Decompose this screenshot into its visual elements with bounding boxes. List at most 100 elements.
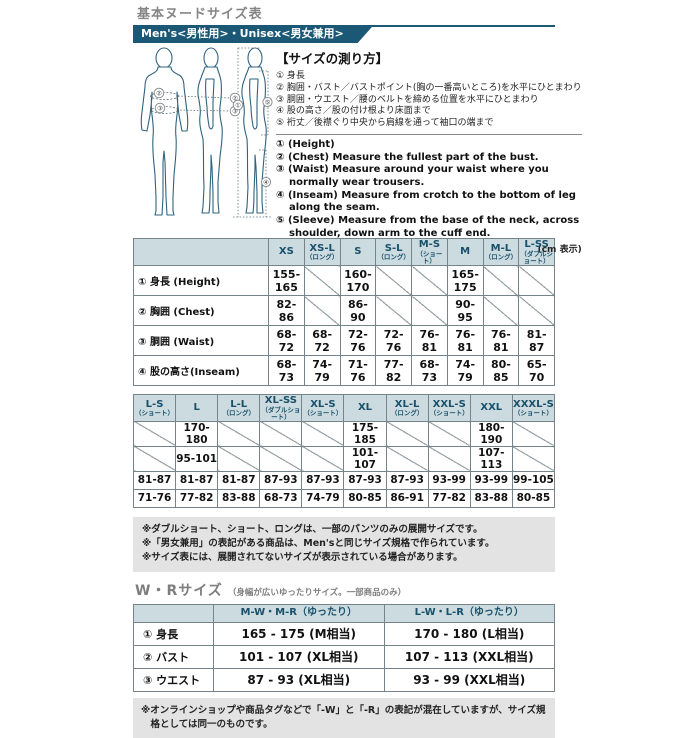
height-mark: ① xyxy=(232,99,244,111)
empty-cell xyxy=(259,420,303,447)
note-line: ※「男女兼用」の表記がある商品は、Men'sと同じサイズ規格で作られています。 xyxy=(142,538,495,550)
empty-cell xyxy=(132,445,177,472)
empty-cell xyxy=(375,265,412,296)
value-cell: 80-85 xyxy=(482,355,520,386)
column-header: L-S （ショート） xyxy=(132,394,177,422)
column-header: S xyxy=(339,238,377,266)
svg-text:⑤: ⑤ xyxy=(265,98,271,106)
cm-unit-note: (cm 表示) xyxy=(537,245,582,256)
value-cell: 68-73 xyxy=(268,355,305,386)
jp-item-inseam: ④ 股の高さ／股の付け根より床面まで xyxy=(276,106,431,117)
column-header: L-W・L-R（ゆったり） xyxy=(383,603,555,623)
svg-text:①: ① xyxy=(235,101,241,109)
row-header: ② 胸囲 (Chest) xyxy=(133,295,269,326)
side-figure xyxy=(197,47,223,214)
column-header: XS-L （ロング） xyxy=(303,238,341,266)
column-header: M xyxy=(446,238,484,266)
value-cell: 77-82 xyxy=(427,488,471,508)
empty-cell xyxy=(518,265,555,296)
row-header: ① 身長 (Height) xyxy=(133,265,269,296)
empty-cell xyxy=(375,295,412,326)
table-row: 71-76 77-82 83-88 68-73 74-79 80-85 86-91 77-82… xyxy=(132,488,556,508)
en-item-waist: ③ (Waist) Measure around your waist wher… xyxy=(276,164,549,189)
front-figure xyxy=(140,47,189,216)
body-measurement-diagram: ② ③ ② ③ ① xyxy=(133,47,273,232)
column-header: XS xyxy=(268,238,305,266)
empty-cell xyxy=(427,420,471,447)
notes-box: ※ダブルショート、ショート、ロングは、一部のパンツのみの展開サイズです。 ※「男… xyxy=(133,516,555,572)
wr-size-table: M-W・M-R（ゆったり） L-W・L-R（ゆったり） ① 身長 165 - 175 … xyxy=(133,603,555,692)
jp-item-chest: ② 胸囲・バスト／バストポイント(胸の一番高いところ)を水平にひとまわり xyxy=(276,82,582,93)
value-cell: 107-113 xyxy=(469,445,513,472)
wr-size-heading: W・Rサイズ （身幅が広いゆったりサイズ。一部商品のみ） xyxy=(135,580,555,600)
value-cell: 68-73 xyxy=(259,488,303,508)
value-cell: 71-76 xyxy=(132,488,177,508)
value-cell: 80-85 xyxy=(343,488,387,508)
value-cell: 170 - 180 (L相当) xyxy=(383,621,555,646)
sleeve-mark: ⑤ xyxy=(262,96,273,108)
value-cell: 87-93 xyxy=(343,470,387,490)
en-item-chest: ② (Chest) Measure the fullest part of th… xyxy=(276,151,539,163)
empty-cell xyxy=(482,265,520,296)
table-row: ② バスト 101 - 107 (XL相当) 107 - 113 (XXL相当) xyxy=(133,644,555,669)
jp-item-waist: ③ 胴囲・ウエスト／腰のベルトを締める位置を水平にひとまわり xyxy=(276,94,539,105)
column-header xyxy=(133,603,214,623)
value-cell: 107 - 113 (XXL相当) xyxy=(383,644,555,669)
table-row: ③ 胴囲 (Waist) 68-72 68-72 72-76 72-76 76-81 76-… xyxy=(133,325,555,356)
value-cell: 175-185 xyxy=(343,420,387,447)
instructions-japanese: ① 身長 ② 胸囲・バスト／バストポイント(胸の一番高いところ)を水平にひとまわ… xyxy=(276,71,582,129)
value-cell: 180-190 xyxy=(469,420,513,447)
value-cell: 82-86 xyxy=(268,295,305,326)
empty-cell xyxy=(259,445,303,472)
svg-text:④: ④ xyxy=(263,178,269,186)
empty-cell xyxy=(217,445,261,472)
value-cell: 93-99 xyxy=(469,470,513,490)
banner-row: Men's<男性用>・Unisex<男女兼用> xyxy=(133,25,555,43)
column-header: XL-L （ロング） xyxy=(385,394,429,422)
svg-text:②: ② xyxy=(232,94,238,102)
value-cell: 99-105 xyxy=(511,470,556,490)
column-header: XXXL-S （ショート） xyxy=(511,394,556,422)
value-cell: 71-76 xyxy=(339,355,377,386)
value-cell: 101-107 xyxy=(343,445,387,472)
value-cell: 74-79 xyxy=(303,355,341,386)
value-cell: 68-72 xyxy=(303,325,341,356)
instructions-divider xyxy=(276,133,582,135)
column-header: XXL-S （ショート） xyxy=(427,394,471,422)
value-cell: 101 - 107 (XL相当) xyxy=(213,644,385,669)
value-cell: 87-93 xyxy=(259,470,303,490)
inseam-mark: ④ xyxy=(260,176,272,188)
table-row: ① 身長 165 - 175 (M相当) 170 - 180 (L相当) xyxy=(133,621,555,646)
column-header: XL-S （ショート） xyxy=(301,394,345,422)
svg-text:③: ③ xyxy=(232,107,238,115)
empty-cell xyxy=(132,420,177,447)
wr-footnote: ※オンラインショップや商品タグなどで「-W」と「-R」の表記が混在していますが、… xyxy=(141,704,546,730)
svg-text:②: ② xyxy=(156,89,162,97)
measured-side-figure xyxy=(241,47,267,214)
value-cell: 95-101 xyxy=(175,445,219,472)
size-chart-document: 基本ヌードサイズ表 Men's<男性用>・Unisex<男女兼用> xyxy=(132,3,582,738)
value-cell: 80-85 xyxy=(511,488,556,508)
note-line: ※ダブルショート、ショート、ロングは、一部のパンツのみの展開サイズです。 xyxy=(142,523,483,535)
table-row: ④ 股の高さ(Inseam) 68-73 74-79 71-76 77-82 68-73 7… xyxy=(133,355,555,386)
value-cell: 76-81 xyxy=(446,325,484,356)
value-cell: 155-165 xyxy=(268,265,305,296)
value-cell: 77-82 xyxy=(175,488,219,508)
column-header: XXL xyxy=(469,394,513,422)
value-cell: 74-79 xyxy=(446,355,484,386)
column-header: M-L （ロング） xyxy=(482,238,520,266)
size-table-lower: L-S （ショート） L L-L （ロング） XL-SS （ダブルショート） XL-S （ショー… xyxy=(132,394,556,508)
note-line: ※サイズ表には、展開されてないサイズが表示されている場合があります。 xyxy=(142,552,463,564)
value-cell: 81-87 xyxy=(217,470,261,490)
value-cell: 86-90 xyxy=(339,295,377,326)
measuring-guide-section: ② ③ ② ③ ① xyxy=(133,47,582,255)
column-header: M-S （ショート） xyxy=(411,238,448,266)
value-cell: 68-73 xyxy=(411,355,448,386)
column-header xyxy=(133,238,269,266)
value-cell: 160-170 xyxy=(339,265,377,296)
column-header: M-W・M-R（ゆったり） xyxy=(213,603,385,623)
table-row: 170-180 175-185 180-190 xyxy=(132,420,556,447)
column-header: XL-SS （ダブルショート） xyxy=(259,394,303,422)
value-cell: 72-76 xyxy=(339,325,377,356)
measuring-instructions: 【サイズの測り方】 ① 身長 ② 胸囲・バスト／バストポイント(胸の一番高いとこ… xyxy=(273,47,582,255)
